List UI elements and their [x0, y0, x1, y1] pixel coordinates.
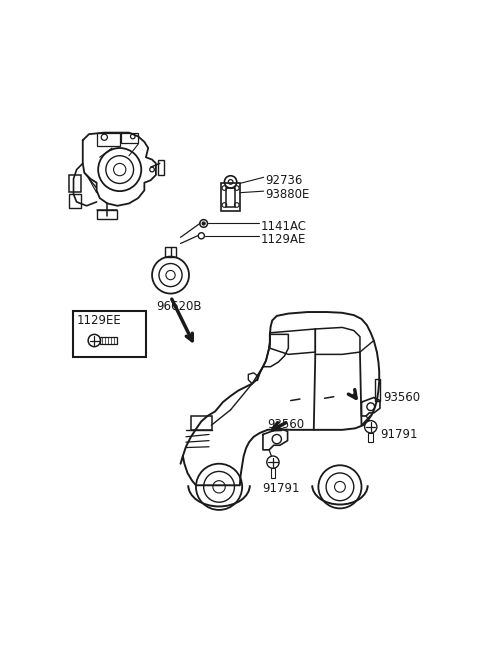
Text: 93560: 93560 — [267, 417, 305, 430]
Bar — [96, 210, 117, 219]
Text: 1129EE: 1129EE — [77, 314, 121, 327]
Text: 1129AE: 1129AE — [261, 233, 306, 246]
Bar — [221, 184, 240, 211]
Text: 1141AC: 1141AC — [261, 220, 307, 234]
Text: 96620B: 96620B — [156, 300, 202, 313]
Bar — [375, 379, 380, 401]
Circle shape — [202, 222, 205, 225]
Bar — [226, 188, 235, 207]
Text: 91791: 91791 — [380, 428, 418, 441]
Bar — [191, 416, 212, 430]
Text: 91791: 91791 — [262, 482, 300, 495]
Bar — [96, 133, 120, 146]
Text: 93880E: 93880E — [265, 188, 310, 201]
Text: 93560: 93560 — [383, 392, 420, 404]
Bar — [165, 247, 176, 256]
Bar — [121, 133, 138, 144]
Bar — [69, 175, 81, 192]
Bar — [158, 159, 164, 175]
Bar — [369, 433, 373, 442]
Bar — [73, 311, 146, 358]
Bar — [100, 337, 118, 344]
Text: 92736: 92736 — [265, 174, 302, 187]
Bar — [69, 194, 81, 208]
Bar — [271, 468, 275, 478]
